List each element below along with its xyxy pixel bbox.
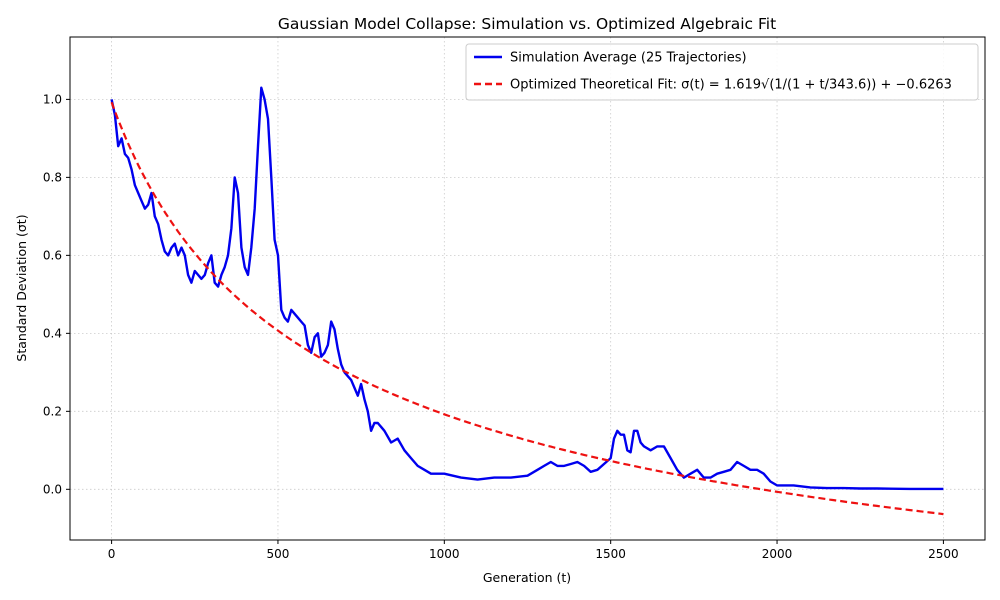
x-tick-label: 2000 [762,547,793,561]
grid-layer [70,37,985,540]
series-layer [110,86,944,516]
y-axis-ticks: 0.0 0.2 0.4 0.6 0.8 1.0 [43,92,70,496]
y-tick-label: 0.6 [43,248,62,262]
x-axis-label-text: Generation (t) [483,570,571,585]
y-axis-label-text: Standard Deviation (σt) [14,214,29,361]
y-axis-label: Standard Deviation (σt) [14,214,29,361]
x-tick-label: 1000 [429,547,460,561]
y-tick-label: 0.0 [43,482,62,496]
chart-title: Gaussian Model Collapse: Simulation vs. … [278,15,776,33]
y-tick-label: 0.4 [43,326,62,340]
x-tick-label: 1500 [595,547,626,561]
x-tick-label: 0 [108,547,116,561]
x-axis-label: Generation (t) [483,570,571,585]
y-tick-label: 1.0 [43,92,62,106]
x-axis-ticks: 0 500 1000 1500 2000 2500 [108,540,959,561]
series-line-fit [110,101,944,516]
legend-label-fit: Optimized Theoretical Fit: σ(t) = 1.619√… [510,78,952,93]
x-tick-label: 500 [267,547,290,561]
plot-frame [69,36,986,541]
legend-box [465,43,979,101]
legend-label-simulation: Simulation Average (25 Trajectories) [510,51,747,66]
y-tick-label: 0.8 [43,170,62,184]
series-line-simulation [110,86,944,491]
x-tick-label: 2500 [928,547,959,561]
y-tick-label: 0.2 [43,404,62,418]
legend: Simulation Average (25 Trajectories) Opt… [465,43,979,101]
